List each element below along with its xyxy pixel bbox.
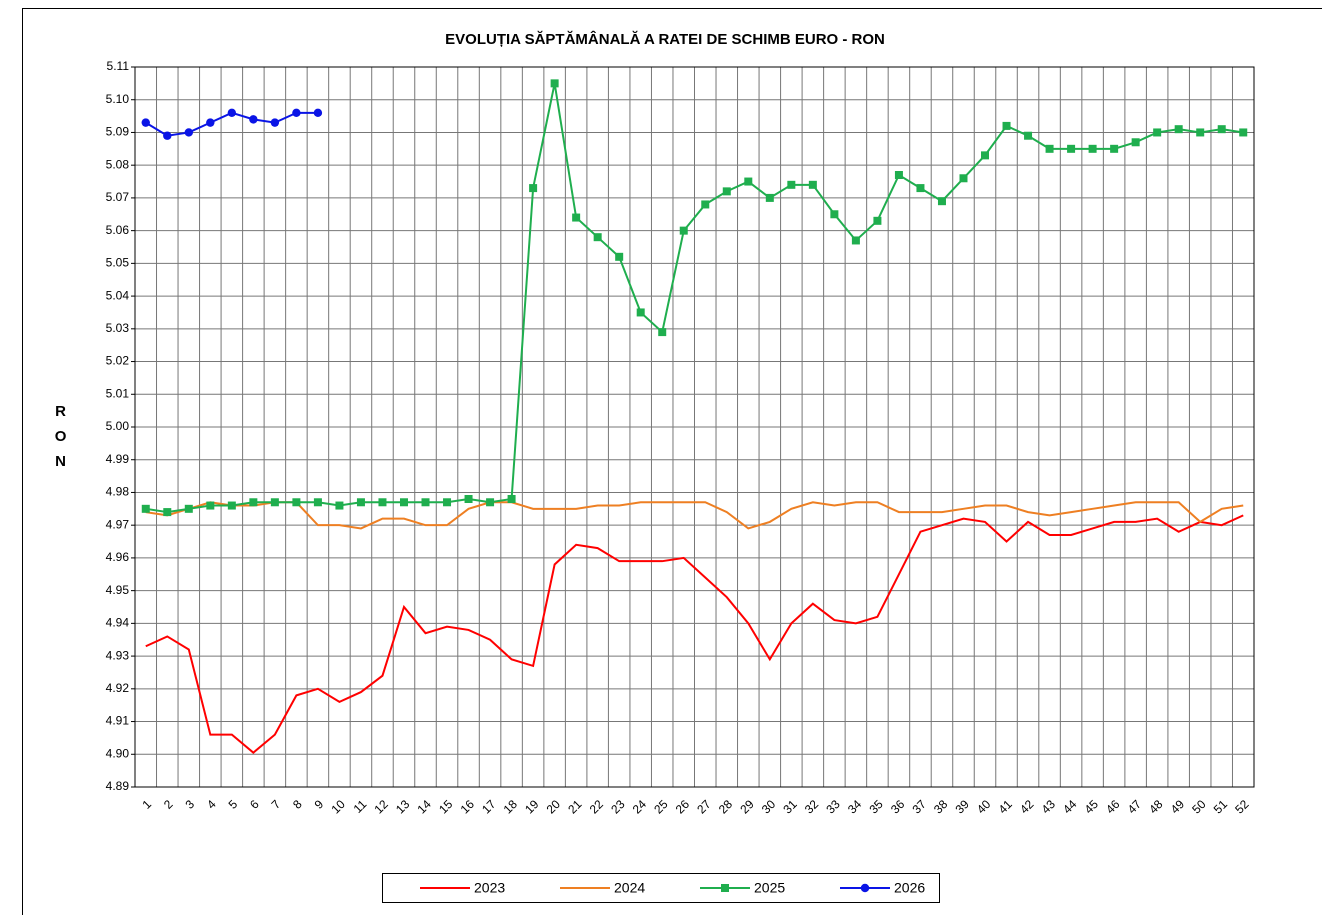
marker bbox=[938, 197, 946, 205]
marker bbox=[443, 498, 451, 506]
marker bbox=[314, 498, 322, 506]
marker bbox=[1132, 138, 1140, 146]
marker bbox=[335, 502, 343, 510]
marker bbox=[873, 217, 881, 225]
marker bbox=[508, 495, 516, 503]
marker bbox=[959, 174, 967, 182]
y-tick-label: 5.02 bbox=[106, 354, 130, 368]
marker bbox=[766, 194, 774, 202]
marker bbox=[378, 498, 386, 506]
marker bbox=[206, 118, 214, 126]
y-tick-label: 4.97 bbox=[106, 517, 130, 531]
marker bbox=[1239, 128, 1247, 136]
marker bbox=[271, 498, 279, 506]
marker bbox=[1046, 145, 1054, 153]
marker bbox=[1024, 132, 1032, 140]
marker bbox=[163, 132, 171, 140]
marker bbox=[916, 184, 924, 192]
y-tick-label: 4.96 bbox=[106, 550, 130, 564]
marker bbox=[744, 178, 752, 186]
marker bbox=[400, 498, 408, 506]
y-tick-label: 4.95 bbox=[106, 583, 130, 597]
y-tick-label: 5.09 bbox=[106, 125, 130, 139]
marker bbox=[981, 151, 989, 159]
marker bbox=[895, 171, 903, 179]
marker bbox=[787, 181, 795, 189]
marker bbox=[228, 502, 236, 510]
marker bbox=[271, 118, 279, 126]
y-tick-label: 4.99 bbox=[106, 452, 130, 466]
y-tick-label: 5.10 bbox=[106, 92, 130, 106]
marker bbox=[486, 498, 494, 506]
marker bbox=[572, 214, 580, 222]
marker bbox=[1003, 122, 1011, 130]
y-tick-label: 5.04 bbox=[106, 288, 130, 302]
marker bbox=[1067, 145, 1075, 153]
marker bbox=[1153, 128, 1161, 136]
marker bbox=[249, 498, 257, 506]
marker bbox=[465, 495, 473, 503]
y-tick-label: 5.01 bbox=[106, 386, 130, 400]
marker bbox=[830, 210, 838, 218]
y-tick-label: 5.00 bbox=[106, 419, 130, 433]
y-tick-label: 4.90 bbox=[106, 746, 130, 760]
marker bbox=[615, 253, 623, 261]
legend-label: 2026 bbox=[894, 880, 925, 896]
legend-marker bbox=[721, 884, 729, 892]
marker bbox=[142, 505, 150, 513]
marker bbox=[551, 79, 559, 87]
marker bbox=[228, 109, 236, 117]
marker bbox=[852, 236, 860, 244]
marker bbox=[723, 187, 731, 195]
y-tick-label: 4.93 bbox=[106, 648, 130, 662]
marker bbox=[1089, 145, 1097, 153]
y-tick-label: 4.94 bbox=[106, 616, 130, 630]
marker bbox=[163, 508, 171, 516]
legend-label: 2023 bbox=[474, 880, 505, 896]
marker bbox=[206, 502, 214, 510]
y-tick-label: 4.91 bbox=[106, 714, 130, 728]
marker bbox=[185, 505, 193, 513]
y-tick-label: 4.98 bbox=[106, 485, 130, 499]
marker bbox=[1218, 125, 1226, 133]
marker bbox=[1110, 145, 1118, 153]
y-tick-label: 5.11 bbox=[107, 59, 130, 73]
marker bbox=[1175, 125, 1183, 133]
marker bbox=[422, 498, 430, 506]
y-tick-label: 4.89 bbox=[106, 779, 130, 793]
marker bbox=[680, 227, 688, 235]
marker bbox=[314, 109, 322, 117]
y-tick-label: 5.06 bbox=[106, 223, 130, 237]
y-tick-label: 4.92 bbox=[106, 681, 130, 695]
legend-marker bbox=[861, 884, 869, 892]
marker bbox=[809, 181, 817, 189]
marker bbox=[637, 308, 645, 316]
chart-title: EVOLUȚIA SĂPTĂMÂNALĂ A RATEI DE SCHIMB E… bbox=[445, 30, 885, 48]
legend-label: 2024 bbox=[614, 880, 645, 896]
y-tick-label: 5.05 bbox=[106, 256, 130, 270]
marker bbox=[142, 118, 150, 126]
marker bbox=[701, 200, 709, 208]
y-axis-label: RON bbox=[52, 403, 69, 478]
marker bbox=[594, 233, 602, 241]
legend-label: 2025 bbox=[754, 880, 785, 896]
marker bbox=[249, 115, 257, 123]
marker bbox=[529, 184, 537, 192]
y-tick-label: 5.07 bbox=[106, 190, 130, 204]
marker bbox=[357, 498, 365, 506]
marker bbox=[292, 109, 300, 117]
marker bbox=[658, 328, 666, 336]
marker bbox=[185, 128, 193, 136]
y-tick-label: 5.08 bbox=[106, 157, 130, 171]
y-tick-label: 5.03 bbox=[106, 321, 130, 335]
marker bbox=[292, 498, 300, 506]
marker bbox=[1196, 128, 1204, 136]
